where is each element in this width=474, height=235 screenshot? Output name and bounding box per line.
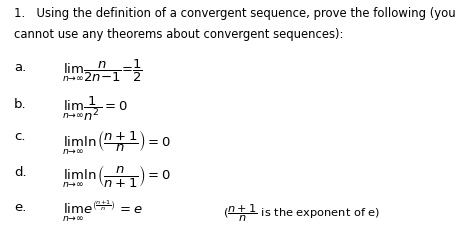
Text: cannot use any theorems about convergent sequences):: cannot use any theorems about convergent… — [14, 28, 344, 41]
Text: $(\dfrac{n+1}{n}$ is the exponent of e): $(\dfrac{n+1}{n}$ is the exponent of e) — [223, 202, 380, 224]
Text: d.: d. — [14, 166, 27, 179]
Text: $\lim_{n\to\infty} e^{\left(\frac{n+1}{n}\right)} = e$: $\lim_{n\to\infty} e^{\left(\frac{n+1}{n… — [62, 199, 143, 224]
Text: c.: c. — [14, 130, 26, 143]
Text: $\lim_{n\to\infty} \ln\left(\dfrac{n+1}{n}\right) = 0$: $\lim_{n\to\infty} \ln\left(\dfrac{n+1}{… — [62, 128, 171, 157]
Text: $\lim_{n\to\infty} \ln\left(\dfrac{n}{n+1}\right) = 0$: $\lim_{n\to\infty} \ln\left(\dfrac{n}{n+… — [62, 163, 171, 190]
Text: 1.   Using the definition of a convergent sequence, prove the following (you: 1. Using the definition of a convergent … — [14, 7, 456, 20]
Text: e.: e. — [14, 201, 27, 214]
Text: a.: a. — [14, 61, 27, 74]
Text: $\lim_{n\to\infty} \dfrac{1}{n^2} = 0$: $\lim_{n\to\infty} \dfrac{1}{n^2} = 0$ — [62, 95, 128, 124]
Text: $\lim_{n\to\infty} \dfrac{n}{2n-1} = \dfrac{1}{2}$: $\lim_{n\to\infty} \dfrac{n}{2n-1} = \df… — [62, 58, 143, 84]
Text: b.: b. — [14, 98, 27, 110]
